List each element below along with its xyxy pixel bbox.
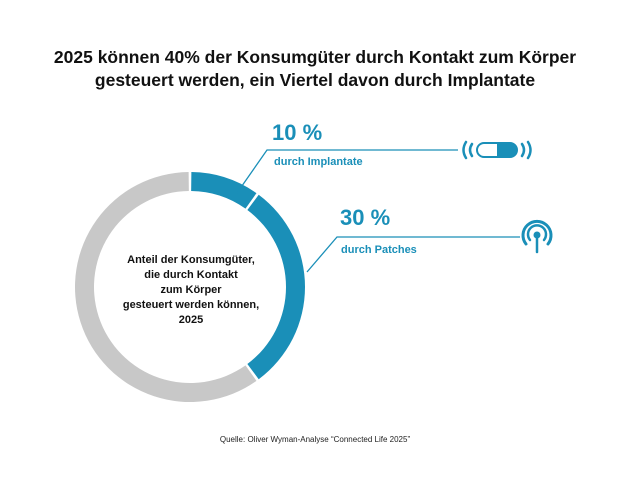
slice-label-implant: durch Implantate: [274, 156, 363, 168]
leader-line-patch: [306, 236, 520, 273]
capsule-signal-icon: [462, 140, 532, 160]
donut-slice-patch: [247, 194, 306, 380]
center-label-line-1: Anteil der Konsumgüter,: [127, 254, 255, 266]
center-label-line-4: gesteuert werden können,: [122, 299, 260, 311]
leader-line-implant: [236, 149, 458, 194]
slice-label-patch: durch Patches: [341, 244, 417, 256]
donut-slice-implant: [191, 172, 257, 209]
center-label-line-5: 2025: [178, 314, 204, 326]
slice-value-patch: 30 %: [340, 205, 391, 230]
center-label-line-2: die durch Kontakt: [144, 269, 238, 281]
chart-title-line-1: 2025 können 40% der Konsumgüter durch Ko…: [53, 47, 577, 67]
source-note: Quelle: Oliver Wyman-Analyse “Connected …: [219, 435, 411, 444]
chart-title-line-2: gesteuert werden, ein Viertel davon durc…: [94, 70, 536, 90]
donut-slice-rest: [74, 172, 257, 403]
slice-value-implant: 10 %: [272, 120, 323, 145]
center-label-line-3: zum Körper: [160, 284, 222, 296]
patch-signal-icon: [521, 219, 553, 254]
donut-center-label: Anteil der Konsumgüter, die durch Kontak…: [120, 253, 262, 328]
chart-title: 2025 können 40% der Konsumgüter durch Ko…: [0, 46, 630, 92]
